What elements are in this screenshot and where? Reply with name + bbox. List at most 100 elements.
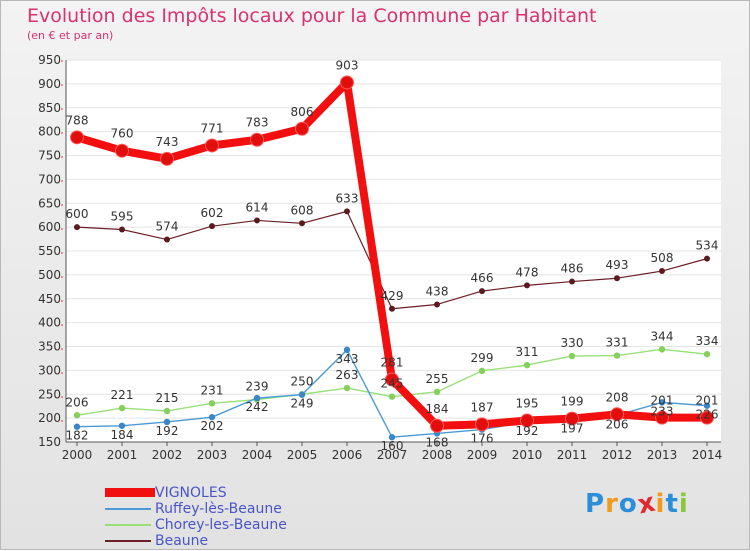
- data-label-vignoles: 788: [66, 113, 89, 127]
- data-point-ruffey-l-s-beaune: [163, 418, 171, 426]
- x-tick-label: 2012: [602, 448, 633, 462]
- data-point-ruffey-l-s-beaune: [73, 423, 81, 430]
- data-label-ruffey-l-s-beaune: 168: [426, 435, 449, 449]
- y-tick-label: 350: [38, 340, 61, 354]
- x-tick-label: 2000: [62, 448, 93, 462]
- data-point-vignoles: [205, 138, 219, 153]
- y-tick-label: 600: [38, 220, 61, 234]
- data-label-beaune: 614: [246, 200, 269, 214]
- data-label-vignoles: 806: [291, 105, 314, 119]
- data-point-beaune: [74, 224, 80, 231]
- data-label-vignoles: 743: [156, 135, 179, 149]
- data-label-beaune: 574: [156, 220, 179, 234]
- data-label-ruffey-l-s-beaune: 184: [111, 428, 134, 442]
- data-label-chorey-les-beaune: 331: [606, 336, 629, 350]
- data-point-ruffey-l-s-beaune: [343, 346, 351, 354]
- data-label-ruffey-l-s-beaune: 206: [606, 417, 629, 431]
- y-tick-label: 750: [38, 149, 61, 163]
- data-label-beaune: 600: [66, 207, 89, 221]
- legend-label: VIGNOLES: [155, 485, 227, 501]
- data-label-vignoles: 208: [606, 390, 629, 404]
- y-tick-label: 250: [38, 387, 61, 401]
- proxiti-logo: Proxiti: [585, 487, 689, 520]
- data-label-chorey-les-beaune: 344: [651, 329, 674, 343]
- data-point-vignoles: [610, 407, 624, 422]
- chart-subtitle: (en € et par an): [27, 29, 114, 42]
- data-label-beaune: 466: [471, 271, 494, 285]
- data-point-beaune: [164, 236, 170, 243]
- logo-letter: i: [678, 489, 689, 519]
- data-point-vignoles: [565, 411, 579, 426]
- x-tick-label: 2014: [692, 448, 723, 462]
- data-label-vignoles: 771: [201, 121, 224, 135]
- data-point-beaune: [434, 301, 440, 308]
- data-point-beaune: [254, 217, 260, 224]
- data-point-vignoles: [430, 418, 444, 433]
- x-tick-label: 2004: [242, 448, 273, 462]
- data-label-vignoles: 201: [651, 394, 674, 408]
- data-point-chorey-les-beaune: [208, 400, 216, 407]
- data-point-vignoles: [250, 132, 264, 147]
- data-label-beaune: 478: [516, 265, 539, 279]
- data-label-ruffey-l-s-beaune: 192: [516, 424, 539, 438]
- data-point-chorey-les-beaune: [568, 352, 576, 360]
- data-point-beaune: [479, 288, 485, 295]
- data-point-ruffey-l-s-beaune: [253, 394, 261, 402]
- data-point-chorey-les-beaune: [703, 350, 711, 358]
- y-tick-label: 950: [38, 53, 61, 67]
- legend-swatch-chorey: [105, 524, 151, 526]
- data-point-beaune: [569, 278, 575, 285]
- data-point-ruffey-l-s-beaune: [703, 402, 711, 409]
- x-tick-label: 2013: [647, 448, 678, 462]
- data-label-chorey-les-beaune: 231: [201, 383, 224, 397]
- data-label-beaune: 486: [561, 262, 584, 276]
- data-point-vignoles: [385, 372, 399, 387]
- data-point-beaune: [299, 220, 305, 227]
- data-point-ruffey-l-s-beaune: [388, 434, 396, 441]
- data-label-chorey-les-beaune: 206: [66, 395, 89, 409]
- data-point-beaune: [659, 268, 665, 275]
- data-point-chorey-les-beaune: [118, 404, 126, 412]
- y-tick-label: 400: [38, 316, 61, 330]
- data-point-beaune: [614, 275, 620, 282]
- data-label-beaune: 608: [291, 203, 314, 217]
- y-tick-label: 800: [38, 125, 61, 139]
- data-label-vignoles: 760: [111, 127, 134, 141]
- x-tick-label: 2001: [107, 448, 138, 462]
- data-point-ruffey-l-s-beaune: [658, 399, 666, 406]
- y-tick-label: 300: [38, 363, 61, 377]
- logo-letter: i: [655, 489, 666, 519]
- data-label-vignoles: 195: [516, 397, 539, 411]
- data-label-beaune: 429: [381, 289, 404, 303]
- logo-letter: P: [585, 489, 606, 519]
- data-point-vignoles: [70, 130, 84, 145]
- data-point-beaune: [344, 208, 350, 215]
- data-label-ruffey-l-s-beaune: 197: [561, 422, 584, 436]
- data-label-chorey-les-beaune: 263: [336, 368, 359, 382]
- data-label-chorey-les-beaune: 245: [381, 377, 404, 391]
- data-point-chorey-les-beaune: [523, 361, 531, 369]
- x-tick-label: 2009: [467, 448, 498, 462]
- x-tick-label: 2010: [512, 448, 543, 462]
- data-point-vignoles: [520, 413, 534, 428]
- y-tick-label: 200: [38, 411, 61, 425]
- data-point-ruffey-l-s-beaune: [118, 422, 126, 429]
- data-point-ruffey-l-s-beaune: [208, 413, 216, 421]
- data-label-chorey-les-beaune: 215: [156, 391, 179, 405]
- data-label-vignoles: 187: [471, 400, 494, 414]
- data-label-beaune: 493: [606, 258, 629, 272]
- x-tick-label: 2005: [287, 448, 318, 462]
- legend-label: Chorey-les-Beaune: [155, 517, 287, 533]
- data-point-chorey-les-beaune: [478, 367, 486, 375]
- data-point-chorey-les-beaune: [433, 388, 441, 396]
- x-tick-label: 2007: [377, 448, 408, 462]
- x-tick-label: 2008: [422, 448, 453, 462]
- x-tick-label: 2003: [197, 448, 228, 462]
- x-tick-label: 2011: [557, 448, 588, 462]
- data-label-vignoles: 281: [381, 355, 404, 369]
- y-tick-label: 700: [38, 172, 61, 186]
- data-label-ruffey-l-s-beaune: 176: [471, 432, 494, 446]
- data-point-vignoles: [700, 410, 714, 425]
